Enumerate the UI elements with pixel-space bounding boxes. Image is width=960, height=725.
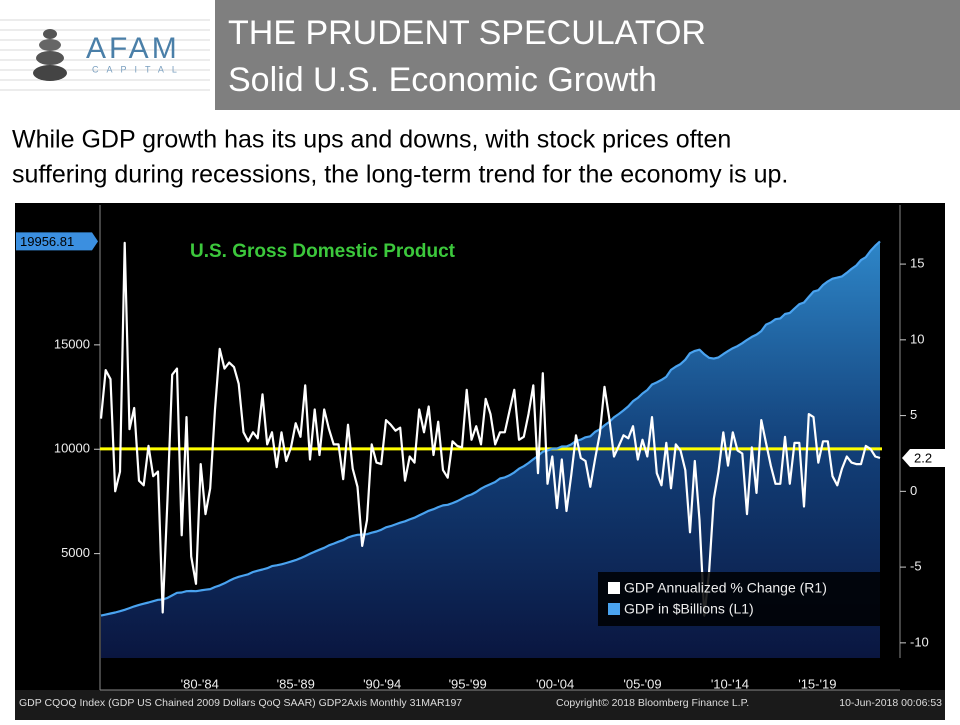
logo-text: AFAM (86, 32, 180, 65)
header-band (215, 0, 960, 110)
x-tick-label: '80-'84 (181, 676, 219, 691)
x-tick-label: '05-'09 (623, 676, 661, 691)
legend-label: GDP in $Billions (L1) (624, 601, 754, 617)
y2-tick-label: -10 (910, 634, 929, 649)
y2-tick-label: 10 (910, 331, 924, 346)
x-tick-label: '90-'94 (363, 676, 401, 691)
y2-tick-label: 0 (910, 483, 917, 498)
x-tick-label: '10-'14 (711, 676, 749, 691)
y-tick-label: 5000 (61, 545, 90, 560)
area-fill (101, 241, 880, 658)
y2-tick-label: -5 (910, 559, 922, 574)
legend-swatch (608, 603, 620, 615)
body-text: suffering during recessions, the long-te… (12, 161, 788, 189)
copyright-text: Copyright© 2018 Bloomberg Finance L.P. (556, 697, 749, 709)
y-tick-label: 15000 (54, 336, 90, 351)
x-tick-label: '95-'99 (449, 676, 487, 691)
chart-title: U.S. Gross Domestic Product (190, 241, 456, 262)
legend-box (598, 572, 880, 626)
timestamp-text: 10-Jun-2018 00:06:53 (839, 697, 942, 709)
chart: 5000 10000 15000 -10 -5 0 5 10 15 '80-'84 '85-'89 '… (16, 205, 945, 691)
body-text: While GDP growth has its ups and downs, … (12, 126, 731, 154)
x-tick-label: '15-'19 (798, 676, 836, 691)
last-value-label: 19956.81 (20, 234, 74, 249)
source-text: GDP CQOQ Index (GDP US Chained 2009 Doll… (19, 697, 462, 709)
series-line (100, 240, 881, 617)
y2-tick-label: 5 (910, 407, 917, 422)
y-tick-label: 10000 (54, 441, 90, 456)
series-line (99, 241, 881, 617)
logo: AFAM CAPITAL (0, 19, 210, 91)
y2-tick-label: 15 (910, 256, 924, 271)
x-tick-label: '00-'04 (536, 676, 574, 691)
header-subtitle: Solid U.S. Economic Growth (228, 61, 657, 99)
legend-label: GDP Annualized % Change (R1) (624, 580, 827, 596)
last-value-box (902, 449, 945, 468)
last-value-label: 2.2 (914, 450, 932, 465)
legend-swatch (608, 582, 620, 594)
last-value-box (16, 232, 98, 251)
x-tick-label: '85-'89 (277, 676, 315, 691)
logo-subtext: CAPITAL (92, 64, 185, 74)
footer-band (15, 690, 945, 720)
header-title: THE PRUDENT SPECULATOR (228, 14, 706, 52)
